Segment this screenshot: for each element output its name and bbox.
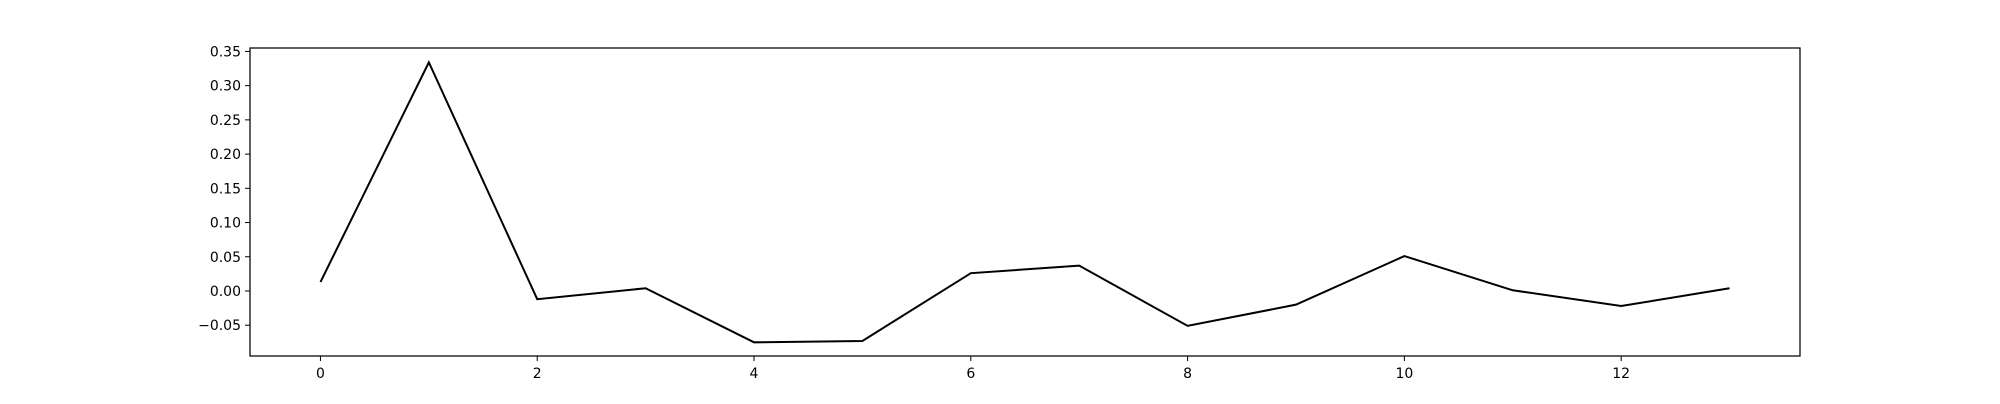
y-tick-label: 0.25 [210,113,241,129]
y-tick-label: 0.10 [210,216,241,232]
y-tick-label: −0.05 [198,318,241,334]
plot-frame [249,47,1801,357]
data-layer [319,60,1730,344]
y-tick-label: 0.20 [210,147,241,163]
x-tick-label: 4 [750,366,759,382]
y-tick-label: 0.00 [210,284,241,300]
axes-layer: 0 2 4 6 8 10 12 −0.05 0.00 0.05 0.10 0.15 0.20 0.25 0.… [198,44,1630,382]
x-tick-label: 0 [316,366,325,382]
series-line [319,60,1730,344]
x-tick-label: 2 [533,366,542,382]
y-tick-label: 0.05 [210,250,241,266]
y-tick-label: 0.30 [210,79,241,95]
y-tick-label: 0.15 [210,181,241,197]
x-tick-label: 6 [966,366,975,382]
x-tick-label: 10 [1395,366,1413,382]
x-tick-label: 8 [1183,366,1192,382]
y-tick-label: 0.35 [210,44,241,60]
x-tick-label: 12 [1612,366,1630,382]
